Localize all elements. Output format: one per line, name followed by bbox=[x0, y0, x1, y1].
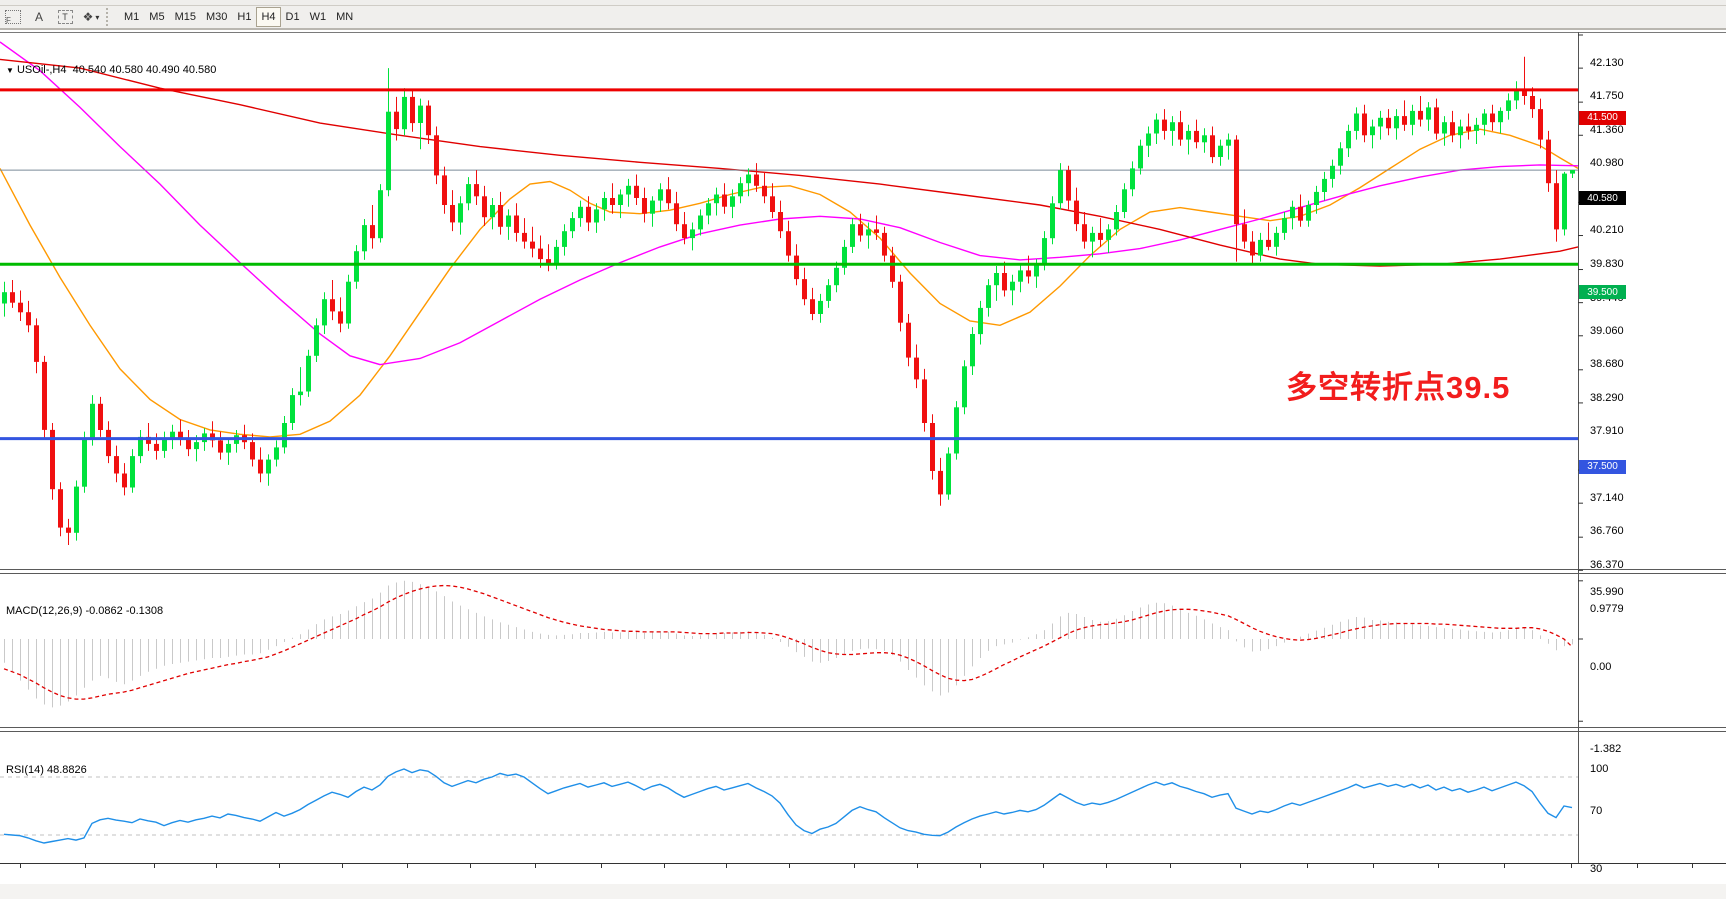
ohlc-readout: 40.540 40.580 40.490 40.580 bbox=[72, 64, 217, 76]
rsi-scale-label: 100 bbox=[1590, 763, 1609, 775]
timeframe-button-d1[interactable]: D1 bbox=[285, 11, 300, 23]
symbol-name: USOil-,H4 bbox=[16, 64, 67, 76]
price-badge: 40.580 bbox=[1579, 191, 1626, 206]
price-tick-label: 36.370 bbox=[1590, 559, 1624, 572]
annotation-text[interactable]: 多空转折点39.5 bbox=[1286, 370, 1511, 405]
symbol-line: ▼ USOil-,H4 40.540 40.580 40.490 40.580 bbox=[6, 64, 216, 76]
symbol-marker-icon: ▼ bbox=[6, 66, 14, 75]
price-tick-label: 41.750 bbox=[1590, 90, 1624, 103]
price-tick-label: 39.830 bbox=[1590, 257, 1624, 270]
rsi-scale-label: 70 bbox=[1590, 805, 1603, 817]
text-label-icon[interactable]: T bbox=[52, 7, 78, 27]
timeframe-button-mn[interactable]: MN bbox=[336, 11, 354, 23]
timeframe-group: M1 M5 M15 M30 H1 H4 D1 W1 MN bbox=[119, 7, 358, 27]
price-tick-label: 42.130 bbox=[1590, 57, 1624, 69]
rsi-scale-label: 30 bbox=[1590, 863, 1603, 875]
toolbar: F A T ❖ ▾ M1 M5 M15 M30 H1 H4 D1 W1 MN bbox=[0, 6, 1726, 29]
price-tick-label: 35.990 bbox=[1590, 586, 1624, 598]
price-tick-label: 37.140 bbox=[1590, 492, 1624, 505]
arrows-icon[interactable]: ❖ ▾ bbox=[82, 10, 100, 24]
timeframe-button-h4[interactable]: H4 bbox=[256, 7, 281, 27]
window-bottom-edge bbox=[0, 884, 1726, 899]
price-tick-label: 39.060 bbox=[1590, 324, 1624, 337]
text-tool-icon[interactable]: A bbox=[34, 10, 43, 24]
macd-scale-label: 0.9779 bbox=[1590, 602, 1624, 615]
timeframe-button-m5[interactable]: M5 bbox=[149, 11, 165, 23]
timeframe-button-m1[interactable]: M1 bbox=[124, 11, 140, 23]
price-tick-label: 38.680 bbox=[1590, 357, 1624, 370]
price-tick-label: 36.760 bbox=[1590, 525, 1624, 538]
price-tick-label: 41.360 bbox=[1590, 124, 1624, 137]
price-tick-label: 40.980 bbox=[1590, 157, 1624, 170]
price-tick-label: 37.910 bbox=[1590, 424, 1624, 437]
macd-scale-label: -1.382 bbox=[1590, 743, 1622, 756]
price-tick-label: 40.210 bbox=[1590, 224, 1624, 237]
timeframe-button-w1[interactable]: W1 bbox=[309, 11, 327, 23]
toolbar-row-partial bbox=[0, 0, 1726, 6]
chart-canvas[interactable] bbox=[0, 30, 1726, 886]
price-badge: 39.500 bbox=[1579, 285, 1626, 300]
timeframe-button-h1[interactable]: H1 bbox=[237, 11, 252, 23]
price-badge: 37.500 bbox=[1579, 459, 1626, 474]
chevron-down-icon: ▾ bbox=[95, 12, 100, 22]
toolbar-drag-handle[interactable] bbox=[106, 8, 113, 26]
macd-scale-label: 0.00 bbox=[1590, 661, 1612, 673]
fibonacci-icon[interactable]: F bbox=[0, 7, 26, 27]
text-label-glyph: T bbox=[57, 10, 73, 24]
price-badge: 41.500 bbox=[1579, 110, 1626, 125]
rsi-label: RSI(14) 48.8826 bbox=[6, 764, 87, 776]
macd-label: MACD(12,26,9) -0.0862 -0.1308 bbox=[6, 605, 164, 617]
timeframe-button-m15[interactable]: M15 bbox=[174, 11, 196, 23]
price-tick-label: 38.290 bbox=[1590, 391, 1624, 404]
chart-area: ▼ USOil-,H4 40.540 40.580 40.490 40.580 … bbox=[0, 28, 1726, 899]
timeframe-button-m30[interactable]: M30 bbox=[205, 11, 228, 23]
